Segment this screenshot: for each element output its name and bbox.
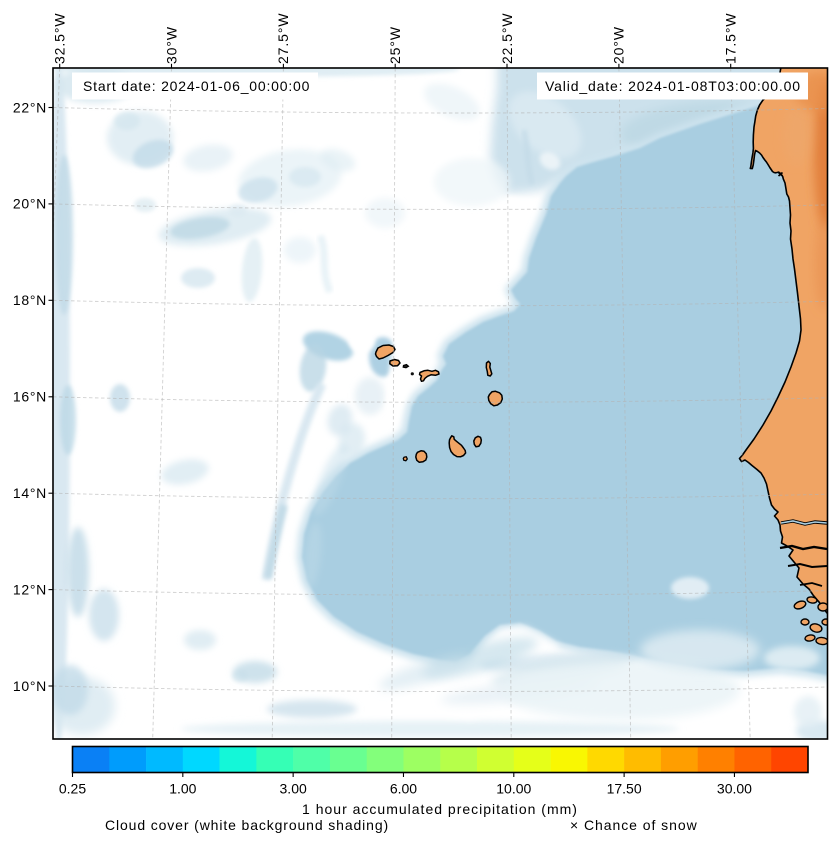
svg-text:3.00: 3.00 [280, 781, 307, 797]
svg-text:0.25: 0.25 [59, 781, 86, 797]
svg-text:22.5°W: 22.5°W [499, 13, 515, 64]
svg-text:18°N: 18°N [13, 292, 47, 308]
svg-text:20°W: 20°W [611, 26, 627, 64]
svg-text:6.00: 6.00 [390, 781, 417, 797]
svg-text:12°N: 12°N [13, 581, 47, 597]
svg-text:10°N: 10°N [13, 678, 47, 694]
svg-text:27.5°W: 27.5°W [275, 13, 291, 64]
svg-text:16°N: 16°N [13, 389, 47, 405]
svg-text:× Chance of snow: × Chance of snow [570, 817, 698, 833]
svg-text:Valid_date: 2024-01-08T03:00:0: Valid_date: 2024-01-08T03:00:00.00 [545, 78, 801, 94]
svg-text:Start date: 2024-01-06_00:00:0: Start date: 2024-01-06_00:00:00 [83, 78, 310, 94]
svg-text:1 hour accumulated precipitati: 1 hour accumulated precipitation (mm) [302, 801, 578, 817]
svg-text:17.50: 17.50 [607, 781, 642, 797]
svg-text:25°W: 25°W [387, 26, 403, 64]
svg-text:1.00: 1.00 [169, 781, 196, 797]
svg-text:22°N: 22°N [13, 99, 47, 115]
svg-text:32.5°W: 32.5°W [52, 13, 68, 64]
svg-text:20°N: 20°N [13, 196, 47, 212]
svg-text:14°N: 14°N [13, 485, 47, 501]
svg-text:30°W: 30°W [163, 26, 179, 64]
svg-text:Cloud cover (white background: Cloud cover (white background shading) [105, 817, 389, 833]
svg-text:17.5°W: 17.5°W [723, 13, 739, 64]
svg-text:10.00: 10.00 [496, 781, 531, 797]
svg-text:30.00: 30.00 [717, 781, 752, 797]
